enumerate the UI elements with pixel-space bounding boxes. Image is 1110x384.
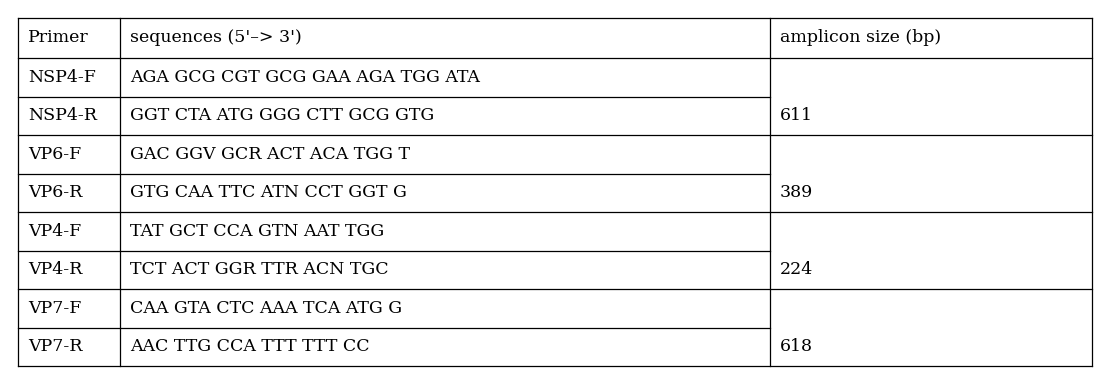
Text: NSP4-F: NSP4-F [28,69,95,86]
Text: sequences (5'–> 3'): sequences (5'–> 3') [130,30,302,46]
Text: AAC TTG CCA TTT TTT CC: AAC TTG CCA TTT TTT CC [130,338,370,355]
Text: 389: 389 [780,184,814,201]
Text: AGA GCG CGT GCG GAA AGA TGG ATA: AGA GCG CGT GCG GAA AGA TGG ATA [130,69,480,86]
Text: VP6-F: VP6-F [28,146,81,163]
Text: VP7-R: VP7-R [28,338,82,355]
Text: 224: 224 [780,261,814,278]
Text: Primer: Primer [28,30,89,46]
Text: TCT ACT GGR TTR ACN TGC: TCT ACT GGR TTR ACN TGC [130,261,388,278]
Text: VP6-R: VP6-R [28,184,82,201]
Text: GTG CAA TTC ATN CCT GGT G: GTG CAA TTC ATN CCT GGT G [130,184,407,201]
Text: GGT CTA ATG GGG CTT GCG GTG: GGT CTA ATG GGG CTT GCG GTG [130,107,434,124]
Text: VP4-R: VP4-R [28,261,82,278]
Text: amplicon size (bp): amplicon size (bp) [780,30,941,46]
Text: NSP4-R: NSP4-R [28,107,97,124]
Text: 611: 611 [780,107,813,124]
Text: TAT GCT CCA GTN AAT TGG: TAT GCT CCA GTN AAT TGG [130,223,384,240]
Text: CAA GTA CTC AAA TCA ATG G: CAA GTA CTC AAA TCA ATG G [130,300,402,317]
Text: VP4-F: VP4-F [28,223,81,240]
Text: GAC GGV GCR ACT ACA TGG T: GAC GGV GCR ACT ACA TGG T [130,146,410,163]
Text: 618: 618 [780,338,813,355]
Text: VP7-F: VP7-F [28,300,81,317]
